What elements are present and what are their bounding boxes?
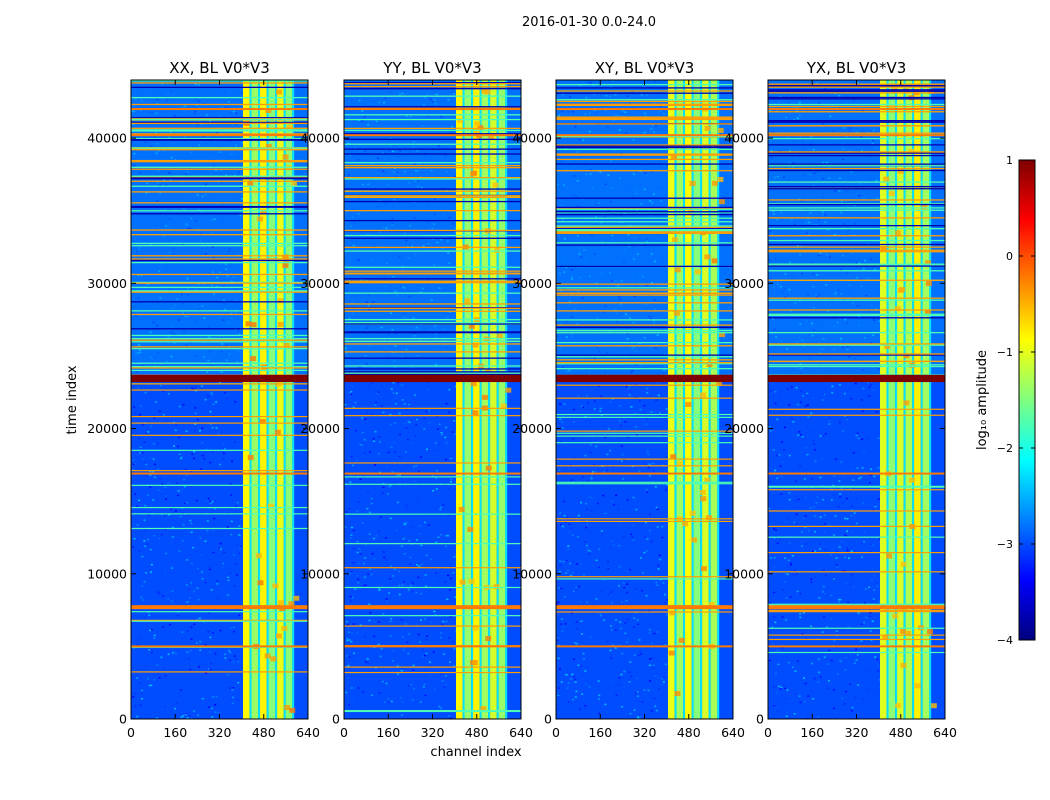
x-tick-label: 0 [340, 725, 348, 740]
y-tick-label: 10000 [512, 566, 552, 581]
y-tick-label: 0 [332, 712, 340, 727]
panel-4: YX, BL V0*V3 0 160 320 480 640 0 10000 20000 3000… [724, 59, 957, 740]
x-tick-label: 640 [296, 725, 320, 740]
colorbar: 1 0 −1 −2 −3 −4 log₁₀ amplitude [975, 154, 1036, 647]
x-tick-label: 160 [800, 725, 824, 740]
x-tick-label: 320 [845, 725, 869, 740]
y-axis-label: time index [65, 365, 80, 434]
y-tick-label: 30000 [87, 276, 127, 291]
y-tick-label: 0 [119, 712, 127, 727]
panel-title: YX, BL V0*V3 [806, 59, 907, 77]
y-tick-label: 40000 [512, 131, 552, 146]
colorbar-tick-label: 1 [1006, 154, 1013, 167]
x-tick-label: 640 [933, 725, 957, 740]
y-tick-label: 20000 [512, 421, 552, 436]
x-tick-label: 640 [509, 725, 533, 740]
panels: XX, BL V0*V3 0 160 320 480 640 0 10000 20000 3000… [87, 59, 957, 740]
heatmap-image [131, 80, 308, 719]
colorbar-label: log₁₀ amplitude [975, 350, 990, 450]
heatmap-image [344, 80, 521, 719]
y-tick-label: 20000 [300, 421, 340, 436]
colorbar-ticks: 1 0 −1 −2 −3 −4 [997, 154, 1035, 647]
colorbar-tick-label: −1 [997, 346, 1013, 359]
x-tick-label: 160 [376, 725, 400, 740]
y-tick-label: 10000 [724, 566, 764, 581]
y-tick-label: 40000 [87, 131, 127, 146]
y-tick-label: 10000 [87, 566, 127, 581]
y-tick-label: 0 [544, 712, 552, 727]
x-tick-label: 640 [721, 725, 745, 740]
colorbar-tick-label: −3 [997, 538, 1013, 551]
panel-title: XY, BL V0*V3 [595, 59, 695, 77]
x-tick-label: 320 [421, 725, 445, 740]
colorbar-tick-label: 0 [1006, 250, 1013, 263]
colorbar-gradient [1018, 159, 1036, 641]
x-tick-label: 480 [889, 725, 913, 740]
x-tick-label: 480 [252, 725, 276, 740]
panel-3: XY, BL V0*V3 0 160 320 480 640 0 10000 20000 3000… [512, 59, 745, 740]
x-tick-label: 480 [465, 725, 489, 740]
y-tick-label: 30000 [512, 276, 552, 291]
y-tick-label: 30000 [724, 276, 764, 291]
colorbar-tick-label: −4 [997, 634, 1013, 647]
x-tick-label: 160 [588, 725, 612, 740]
x-tick-label: 480 [677, 725, 701, 740]
panel-2: YY, BL V0*V3 0 160 320 480 640 0 10000 20000 3000… [300, 59, 533, 740]
x-tick-label: 0 [552, 725, 560, 740]
colorbar-tick-label: −2 [997, 442, 1013, 455]
panel-title: XX, BL V0*V3 [169, 59, 270, 77]
y-tick-label: 20000 [724, 421, 764, 436]
panel-title: YY, BL V0*V3 [382, 59, 481, 77]
x-tick-label: 320 [633, 725, 657, 740]
heatmap-image [768, 80, 945, 719]
panel-1: XX, BL V0*V3 0 160 320 480 640 0 10000 20000 3000… [87, 59, 320, 740]
y-tick-label: 20000 [87, 421, 127, 436]
y-tick-label: 10000 [300, 566, 340, 581]
x-tick-label: 320 [208, 725, 232, 740]
y-tick-label: 40000 [724, 131, 764, 146]
figure-suptitle: 2016-01-30 0.0-24.0 [522, 15, 656, 30]
x-tick-label: 0 [764, 725, 772, 740]
x-tick-label: 0 [127, 725, 135, 740]
y-tick-label: 30000 [300, 276, 340, 291]
y-tick-label: 0 [756, 712, 764, 727]
x-tick-label: 160 [163, 725, 187, 740]
y-tick-label: 40000 [300, 131, 340, 146]
heatmap-image [556, 80, 733, 719]
x-axis-label: channel index [430, 745, 521, 760]
